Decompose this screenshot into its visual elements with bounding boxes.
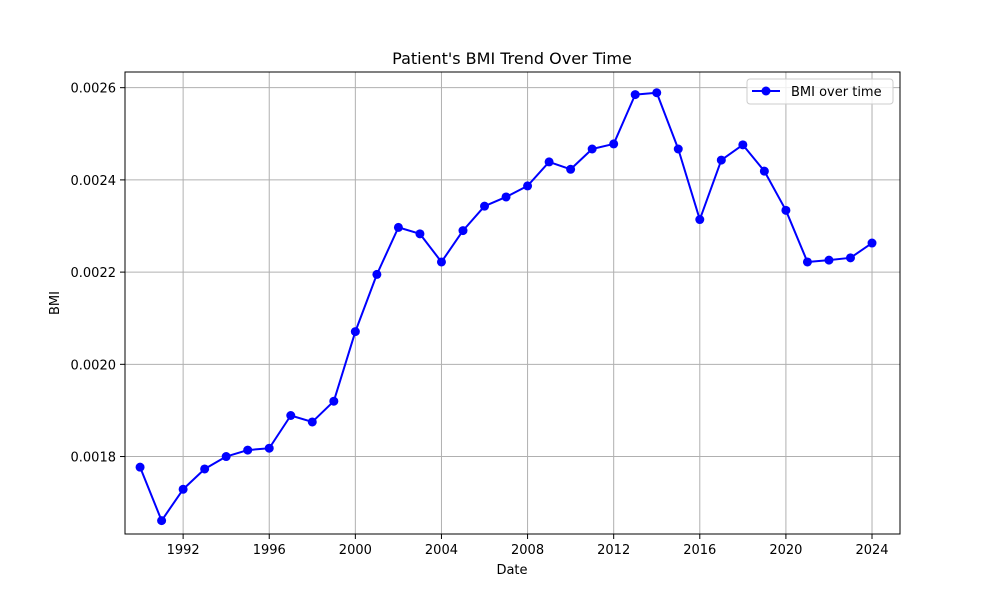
y-tick-label: 0.0020 (71, 358, 117, 373)
data-point (307, 417, 317, 427)
data-point (372, 269, 382, 279)
data-point (157, 516, 167, 526)
data-point (630, 90, 640, 100)
data-point (221, 452, 231, 462)
series-layer (135, 88, 877, 526)
x-tick-label: 1992 (167, 543, 200, 558)
x-axis-ticks: 1992 1996 2000 2004 2008 2012 2016 2020 2024 (167, 534, 889, 558)
y-tick-label: 0.0022 (71, 266, 117, 281)
data-point (587, 144, 597, 154)
data-point (716, 155, 726, 165)
data-point (652, 88, 662, 98)
x-tick-label: 2012 (597, 543, 630, 558)
data-point (566, 164, 576, 174)
x-tick-label: 2024 (855, 543, 888, 558)
x-tick-label: 2000 (339, 543, 372, 558)
data-point (200, 464, 210, 474)
data-point (458, 226, 468, 236)
data-point (286, 411, 296, 421)
data-point (673, 144, 683, 154)
data-point (609, 139, 619, 149)
x-tick-label: 2016 (683, 543, 716, 558)
legend: BMI over time (746, 78, 894, 105)
data-point (781, 205, 791, 215)
legend-marker-swatch (761, 86, 771, 96)
data-point (695, 215, 705, 225)
data-point (393, 222, 403, 232)
data-point (501, 192, 511, 202)
x-tick-label: 2004 (425, 543, 458, 558)
x-axis-label: Date (496, 563, 527, 578)
data-point (178, 484, 188, 494)
y-tick-label: 0.0018 (71, 451, 117, 466)
data-point (329, 396, 339, 406)
x-tick-label: 1996 (253, 543, 286, 558)
data-point (523, 181, 533, 191)
data-point (824, 255, 834, 265)
data-point (480, 201, 490, 211)
y-axis-ticks: 0.0018 0.0020 0.0022 0.0024 0.0026 (71, 82, 125, 466)
data-point (544, 157, 554, 167)
data-point (135, 462, 145, 472)
plot-frame (124, 71, 901, 535)
data-point (738, 140, 748, 150)
data-point (350, 327, 360, 337)
x-tick-label: 2020 (769, 543, 802, 558)
data-point (243, 445, 253, 455)
data-point (802, 257, 812, 267)
data-point (415, 229, 425, 239)
y-tick-label: 0.0024 (71, 174, 117, 189)
y-tick-label: 0.0026 (71, 82, 117, 97)
data-point (867, 238, 877, 248)
data-point (845, 253, 855, 263)
x-tick-label: 2008 (511, 543, 544, 558)
legend-box (746, 78, 894, 105)
legend-label: BMI over time (791, 85, 882, 100)
y-axis-label: BMI (48, 291, 63, 315)
data-point (436, 257, 446, 267)
data-point (264, 443, 274, 453)
data-point (759, 166, 769, 176)
chart-title: Patient's BMI Trend Over Time (392, 49, 632, 68)
grid (125, 72, 900, 534)
